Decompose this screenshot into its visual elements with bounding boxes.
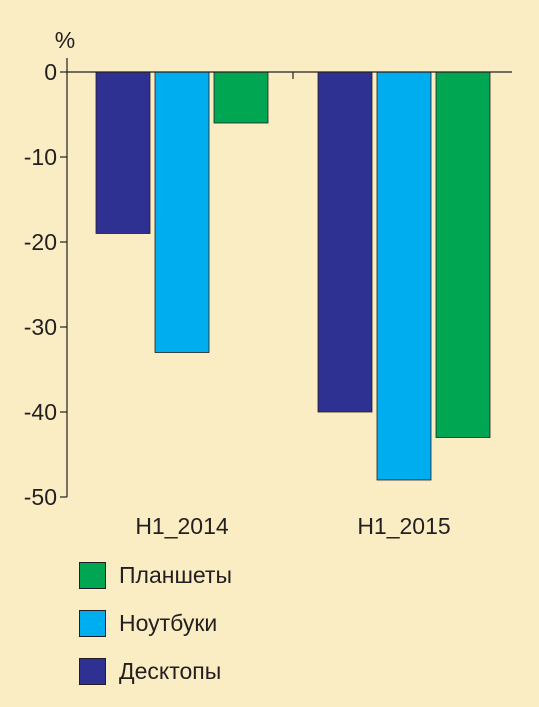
y-tick-label--10: -10	[24, 144, 57, 170]
y-tick-label--40: -40	[24, 399, 57, 425]
legend-item-desktops: Десктопы	[79, 658, 232, 685]
legend-item-laptops: Ноутбуки	[79, 610, 232, 637]
legend-swatch-desktops	[79, 658, 106, 685]
bar-h1_2014-2	[213, 71, 269, 124]
legend-label-tablets: Планшеты	[119, 562, 232, 588]
bar-h1_2014-1	[154, 71, 210, 353]
legend-swatch-tablets	[79, 562, 106, 589]
legend-item-tablets: Планшеты	[79, 562, 232, 589]
bar-h1_2015-0	[317, 71, 373, 413]
y-tick-label-0: 0	[44, 59, 57, 85]
x-tick-label-h1_2015: H1_2015	[357, 513, 450, 539]
bar-h1_2015-1	[376, 71, 432, 481]
legend-label-laptops: Ноутбуки	[119, 610, 218, 636]
bar-h1_2014-0	[95, 71, 151, 234]
y-tick-label--20: -20	[24, 229, 57, 255]
bar-h1_2015-2	[435, 71, 491, 438]
legend-swatch-laptops	[79, 610, 106, 637]
y-axis-label: %	[55, 27, 75, 53]
legend-label-desktops: Десктопы	[119, 658, 222, 684]
y-tick-label--30: -30	[24, 314, 57, 340]
x-tick-label-h1_2014: H1_2014	[135, 513, 229, 539]
y-tick-label--50: -50	[24, 484, 57, 510]
legend: Планшеты Ноутбуки Десктопы	[79, 562, 232, 707]
